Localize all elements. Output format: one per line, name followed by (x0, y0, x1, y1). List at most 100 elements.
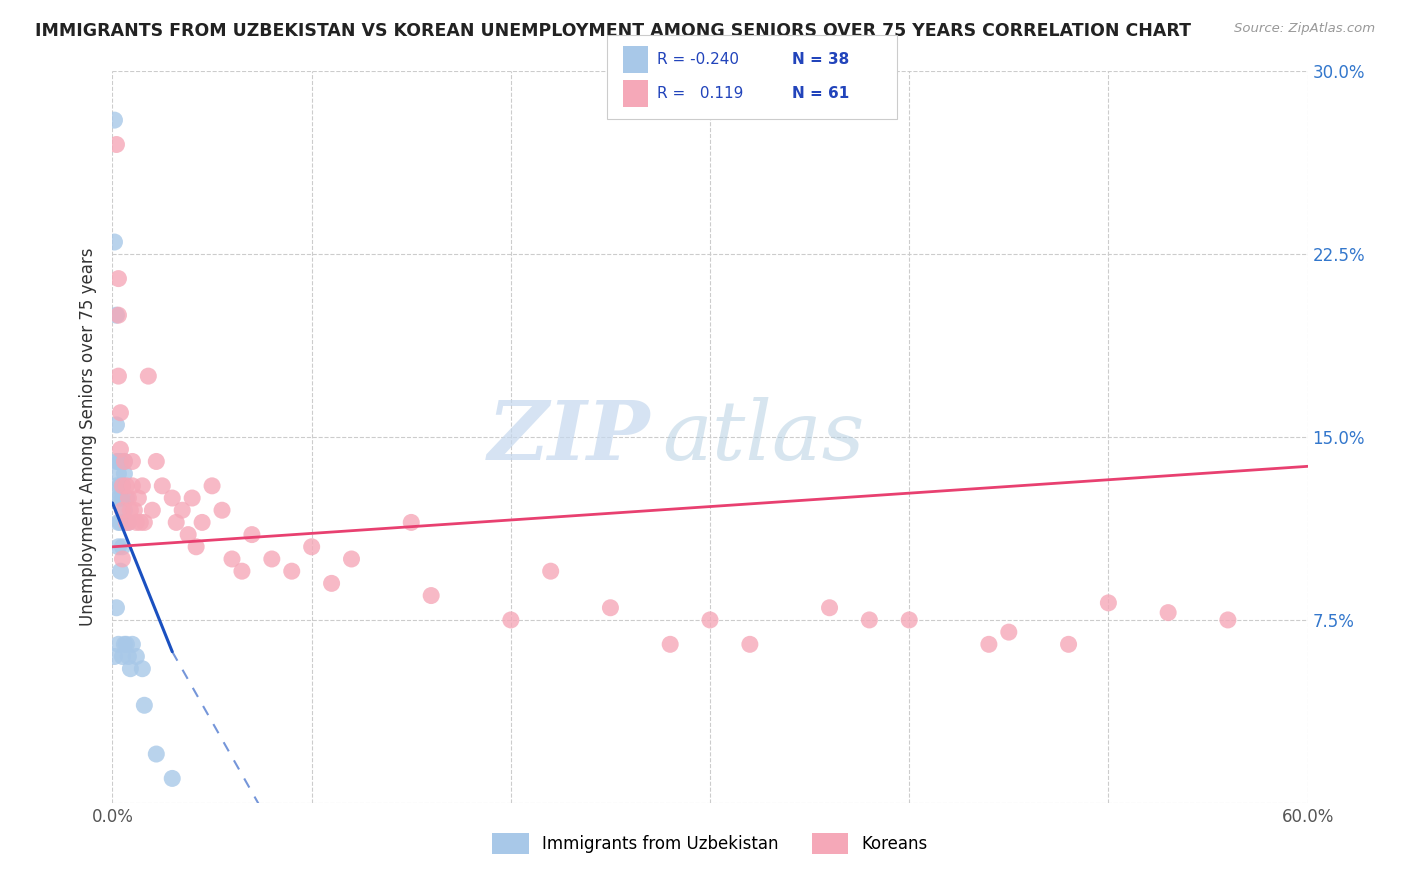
Point (201, 479, 224, 493)
Point (818, 600, 841, 615)
Point (540, 564, 562, 578)
Point (107, 491, 129, 505)
Point (111, 491, 134, 505)
Point (125, 516, 148, 530)
Point (124, 503, 146, 517)
Point (105, 308, 128, 322)
Point (114, 637, 135, 651)
Point (1057, 637, 1080, 651)
Point (110, 479, 132, 493)
Point (165, 516, 187, 530)
Point (1097, 596, 1119, 610)
Point (117, 649, 139, 664)
Point (105, 600, 128, 615)
Text: R = -0.240: R = -0.240 (657, 53, 738, 67)
Point (110, 491, 132, 505)
Point (107, 637, 129, 651)
Point (107, 369, 129, 384)
Point (162, 491, 183, 505)
Point (120, 662, 142, 676)
Point (131, 662, 153, 676)
Point (111, 479, 134, 493)
Point (107, 271, 129, 285)
Point (111, 552, 134, 566)
Point (110, 442, 132, 457)
Point (105, 417, 128, 432)
Point (120, 503, 142, 517)
Point (115, 479, 138, 493)
Point (111, 503, 134, 517)
Point (131, 479, 153, 493)
Text: N = 61: N = 61 (792, 87, 849, 101)
Text: R =   0.119: R = 0.119 (657, 87, 742, 101)
Point (117, 516, 139, 530)
Point (111, 649, 134, 664)
Point (114, 503, 135, 517)
Point (177, 527, 200, 541)
Point (301, 540, 323, 554)
Point (138, 369, 160, 384)
Point (105, 479, 128, 493)
Text: IMMIGRANTS FROM UZBEKISTAN VS KOREAN UNEMPLOYMENT AMONG SENIORS OVER 75 YEARS CO: IMMIGRANTS FROM UZBEKISTAN VS KOREAN UNE… (35, 22, 1191, 40)
Legend: Immigrants from Uzbekistan, Koreans: Immigrants from Uzbekistan, Koreans (485, 827, 935, 860)
Point (321, 576, 343, 591)
Point (141, 503, 163, 517)
Point (129, 516, 152, 530)
Point (127, 491, 149, 505)
Point (111, 540, 134, 554)
Point (659, 637, 682, 651)
Point (103, 235, 125, 249)
Point (115, 516, 138, 530)
Point (107, 540, 129, 554)
Point (145, 747, 167, 761)
Point (103, 649, 125, 664)
Point (211, 503, 233, 517)
Point (110, 406, 132, 420)
Point (699, 613, 721, 627)
Point (738, 637, 761, 651)
Point (115, 637, 138, 651)
Point (121, 454, 143, 468)
Point (114, 454, 135, 468)
Point (401, 516, 423, 530)
Point (111, 479, 134, 493)
Point (117, 491, 139, 505)
Text: N = 38: N = 38 (792, 53, 849, 67)
Point (107, 308, 129, 322)
Point (110, 516, 132, 530)
Point (998, 625, 1021, 640)
Point (1216, 613, 1239, 627)
Point (150, 479, 173, 493)
Point (105, 137, 128, 152)
Point (191, 516, 214, 530)
Point (105, 454, 128, 468)
Y-axis label: Unemployment Among Seniors over 75 years: Unemployment Among Seniors over 75 years (79, 248, 97, 626)
Point (186, 540, 208, 554)
Point (134, 516, 156, 530)
Point (110, 454, 132, 468)
Point (340, 552, 363, 566)
Point (281, 564, 304, 578)
Point (107, 516, 129, 530)
Point (110, 564, 132, 578)
Point (240, 527, 263, 541)
Point (107, 467, 129, 481)
Point (145, 454, 167, 468)
Point (260, 552, 283, 566)
Point (107, 454, 129, 468)
Point (499, 613, 522, 627)
Point (114, 454, 135, 468)
Point (858, 613, 880, 627)
Point (181, 491, 204, 505)
Point (121, 479, 143, 493)
Point (162, 772, 183, 786)
Point (125, 649, 148, 664)
Point (134, 698, 156, 713)
Point (172, 503, 194, 517)
Point (117, 516, 139, 530)
Text: ZIP: ZIP (488, 397, 651, 477)
Point (121, 637, 143, 651)
Point (221, 552, 243, 566)
Point (420, 589, 443, 603)
Point (977, 637, 1000, 651)
